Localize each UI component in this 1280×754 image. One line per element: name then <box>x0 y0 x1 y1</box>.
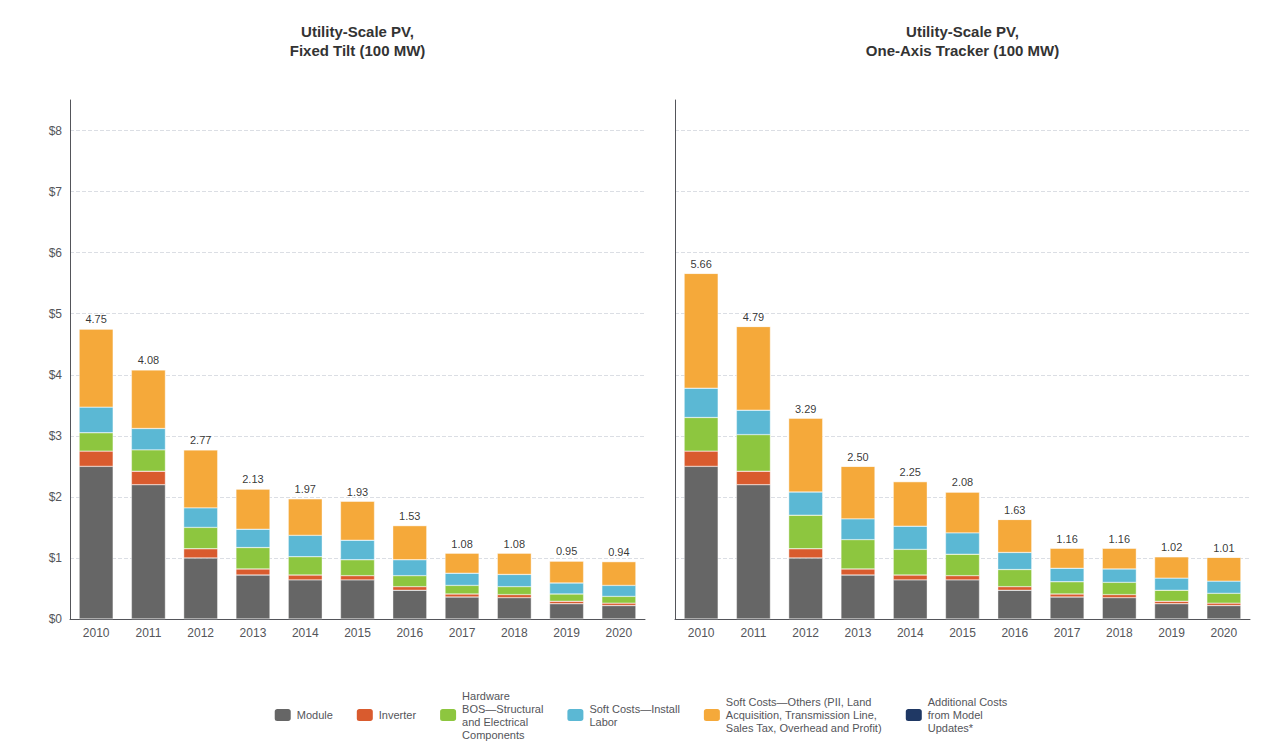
svg-text:1.02: 1.02 <box>1161 541 1182 553</box>
svg-text:$7: $7 <box>49 185 63 199</box>
svg-text:2015: 2015 <box>344 626 371 640</box>
svg-text:$0: $0 <box>49 612 63 626</box>
svg-text:Additional Costs: Additional Costs <box>928 696 1008 708</box>
svg-text:$1: $1 <box>49 551 63 565</box>
svg-text:One-Axis Tracker (100 MW): One-Axis Tracker (100 MW) <box>866 42 1059 59</box>
svg-text:2017: 2017 <box>449 626 476 640</box>
svg-text:2010: 2010 <box>688 626 715 640</box>
svg-text:2012: 2012 <box>187 626 214 640</box>
svg-text:$8: $8 <box>49 124 63 138</box>
svg-text:2.25: 2.25 <box>900 466 921 478</box>
svg-text:2020: 2020 <box>606 626 633 640</box>
svg-text:2019: 2019 <box>553 626 580 640</box>
svg-text:Hardware: Hardware <box>462 690 510 702</box>
svg-text:$2: $2 <box>49 490 63 504</box>
svg-text:1.53: 1.53 <box>399 510 420 522</box>
svg-text:2.50: 2.50 <box>847 451 868 463</box>
svg-text:2020: 2020 <box>1211 626 1238 640</box>
svg-text:Soft Costs—Install: Soft Costs—Install <box>589 703 679 715</box>
svg-text:2011: 2011 <box>136 626 162 640</box>
svg-text:1.01: 1.01 <box>1213 542 1234 554</box>
svg-text:Labor: Labor <box>589 716 617 728</box>
svg-text:Acquisition, Transmission Line: Acquisition, Transmission Line, <box>726 709 877 721</box>
svg-text:Module: Module <box>297 709 333 721</box>
svg-text:1.08: 1.08 <box>451 538 472 550</box>
svg-text:2010: 2010 <box>83 626 110 640</box>
svg-text:$4: $4 <box>49 368 63 382</box>
svg-text:2012: 2012 <box>792 626 819 640</box>
svg-text:Sales Tax, Overhead and Profit: Sales Tax, Overhead and Profit) <box>726 722 882 734</box>
svg-text:Utility-Scale PV,: Utility-Scale PV, <box>906 23 1019 40</box>
svg-text:2016: 2016 <box>396 626 423 640</box>
svg-text:2016: 2016 <box>1001 626 1028 640</box>
svg-text:2.08: 2.08 <box>952 476 973 488</box>
svg-text:$6: $6 <box>49 246 63 260</box>
svg-text:Soft Costs—Others (PII, Land: Soft Costs—Others (PII, Land <box>726 696 872 708</box>
svg-text:2011: 2011 <box>741 626 767 640</box>
svg-text:2.13: 2.13 <box>242 473 263 485</box>
svg-text:Utility-Scale PV,: Utility-Scale PV, <box>301 23 414 40</box>
svg-text:3.29: 3.29 <box>795 403 816 415</box>
svg-text:Fixed Tilt (100 MW): Fixed Tilt (100 MW) <box>290 42 426 59</box>
svg-text:2015: 2015 <box>949 626 976 640</box>
svg-text:Updates*: Updates* <box>928 722 974 734</box>
svg-text:4.08: 4.08 <box>138 354 159 366</box>
svg-text:2014: 2014 <box>292 626 319 640</box>
svg-text:2.77: 2.77 <box>190 434 211 446</box>
svg-text:1.93: 1.93 <box>347 486 368 498</box>
svg-text:2018: 2018 <box>501 626 528 640</box>
svg-text:1.16: 1.16 <box>1109 533 1130 545</box>
svg-text:BOS—Structural: BOS—Structural <box>462 703 543 715</box>
svg-text:2014: 2014 <box>897 626 924 640</box>
svg-text:1.63: 1.63 <box>1004 504 1025 516</box>
svg-text:1.08: 1.08 <box>504 538 525 550</box>
svg-text:4.75: 4.75 <box>85 313 106 325</box>
svg-text:1.16: 1.16 <box>1056 533 1077 545</box>
svg-text:Inverter: Inverter <box>379 709 417 721</box>
svg-text:2019: 2019 <box>1158 626 1185 640</box>
svg-text:2018: 2018 <box>1106 626 1133 640</box>
svg-text:4.79: 4.79 <box>743 311 764 323</box>
svg-text:0.94: 0.94 <box>608 546 629 558</box>
svg-text:2013: 2013 <box>845 626 872 640</box>
svg-text:2017: 2017 <box>1054 626 1081 640</box>
svg-text:$5: $5 <box>49 307 63 321</box>
svg-text:0.95: 0.95 <box>556 545 577 557</box>
svg-text:5.66: 5.66 <box>690 258 711 270</box>
svg-text:from Model: from Model <box>928 709 983 721</box>
svg-text:Components: Components <box>462 729 525 741</box>
svg-text:and Electrical: and Electrical <box>462 716 528 728</box>
svg-text:1.97: 1.97 <box>295 483 316 495</box>
svg-text:2013: 2013 <box>240 626 267 640</box>
svg-text:$3: $3 <box>49 429 63 443</box>
